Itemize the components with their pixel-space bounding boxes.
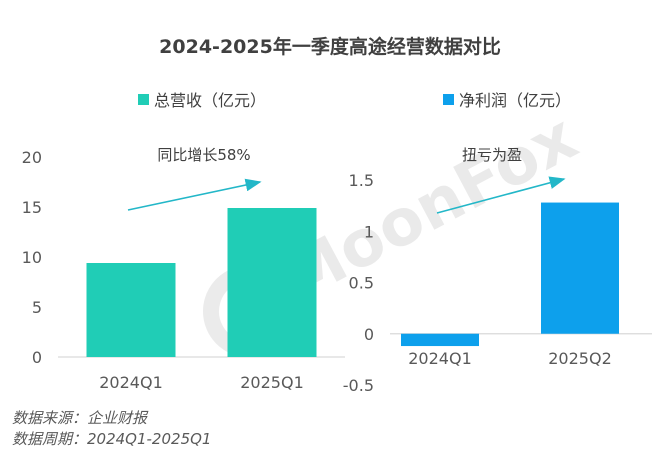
y-tick-label: 20	[22, 148, 42, 167]
legend-profit-label: 净利润（亿元）	[459, 91, 572, 110]
y-tick-label: 15	[22, 198, 42, 217]
bar-2025Q1	[227, 208, 317, 357]
profit-chart: -0.5 0 0.5 1 1.5 2024Q1 2025Q2	[343, 171, 652, 395]
revenue-chart: 0 5 10 15 20 2024Q1 2025Q1	[22, 148, 345, 392]
bar-2024Q1	[401, 333, 479, 347]
x-tick-label: 2024Q1	[99, 373, 163, 392]
legend-revenue: 总营收（亿元）	[138, 87, 266, 111]
chart-title: 2024-2025年一季度高途经营数据对比	[159, 36, 501, 58]
y-tick-label: 10	[22, 248, 42, 267]
footnote-period: 数据周期：2024Q1-2025Q1	[12, 430, 212, 448]
legend-revenue-swatch	[138, 93, 149, 105]
x-tick-label: 2025Q1	[240, 373, 304, 392]
y-tick-label: 0	[364, 325, 374, 344]
bar-2025Q2	[541, 202, 619, 334]
y-tick-label: -0.5	[343, 376, 374, 395]
revenue-trend-arrow	[127, 178, 262, 211]
y-tick-label: 1	[364, 222, 374, 241]
x-tick-label: 2025Q2	[548, 349, 612, 368]
y-tick-label: 1.5	[349, 171, 374, 190]
watermark-text: MoonFox	[269, 100, 589, 317]
legend-revenue-label: 总营收（亿元）	[154, 91, 267, 110]
legend-profit-swatch	[443, 93, 454, 105]
legend-profit: 净利润（亿元）	[443, 87, 571, 111]
revenue-growth-annotation: 同比增长58%	[157, 146, 250, 164]
profit-turnaround-annotation: 扭亏为盈	[462, 146, 522, 164]
y-tick-label: 5	[32, 298, 42, 317]
profit-trend-arrow	[436, 176, 566, 214]
y-tick-label: 0.5	[349, 274, 374, 293]
x-tick-label: 2024Q1	[408, 349, 472, 368]
footnote-source: 数据来源：企业财报	[12, 409, 148, 427]
bar-2024Q1	[86, 263, 176, 357]
y-tick-label: 0	[32, 348, 42, 367]
